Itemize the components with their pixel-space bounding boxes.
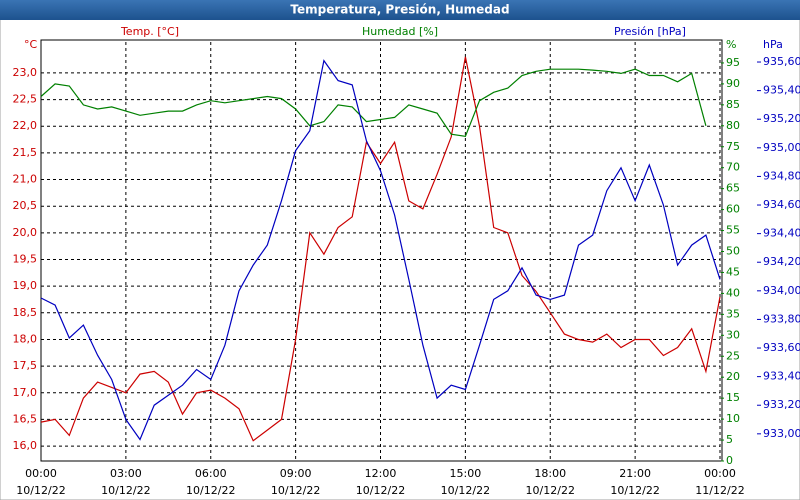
y3-tick-label: 934,80	[763, 169, 800, 182]
y-tick-label: 16,0	[13, 439, 38, 452]
plot-area	[40, 39, 723, 462]
x-tick-date: 10/12/22	[101, 484, 150, 497]
y3-tick-label: 934,40	[763, 227, 800, 240]
y3-tick-label: 933,80	[763, 312, 800, 325]
y3-tick-label: 933,60	[763, 341, 800, 354]
x-tick-label: 09:00	[280, 467, 312, 480]
y-tick-label: 20,5	[13, 199, 38, 212]
y-tick-label: 18,5	[13, 306, 38, 319]
legend-entry: Humedad [%]	[362, 25, 438, 38]
y-tick-label: 19,5	[13, 252, 38, 265]
x-tick-label: 00:00	[704, 467, 736, 480]
y-unit: °C	[24, 38, 38, 51]
x-tick-label: 06:00	[195, 467, 227, 480]
y2-tick-label: 30	[726, 328, 740, 341]
y3-tick-label: 935,60	[763, 55, 800, 68]
x-tick-date: 10/12/22	[526, 484, 575, 497]
y3-tick-label: 934,60	[763, 198, 800, 211]
y-tick-label: 18,0	[13, 332, 38, 345]
x-tick-date: 10/12/22	[16, 484, 65, 497]
x-tick-label: 21:00	[619, 467, 651, 480]
y2-tick-label: 90	[726, 77, 740, 90]
y-tick-label: 22,5	[13, 93, 38, 106]
x-tick-date: 10/12/22	[441, 484, 490, 497]
title-bar	[0, 0, 800, 20]
y2-tick-label: 65	[726, 182, 740, 195]
y-tick-label: 17,0	[13, 386, 38, 399]
y3-tick-label: 935,00	[763, 141, 800, 154]
y2-tick-label: 95	[726, 56, 740, 69]
y2-tick-label: 5	[726, 433, 733, 446]
y-tick-label: 16,5	[13, 412, 38, 425]
y2-tick-label: 35	[726, 307, 740, 320]
y2-unit: %	[726, 38, 736, 51]
y-tick-label: 17,5	[13, 359, 38, 372]
y2-tick-label: 25	[726, 349, 740, 362]
y2-tick-label: 15	[726, 391, 740, 404]
x-tick-date: 10/12/22	[271, 484, 320, 497]
y2-tick-label: 40	[726, 286, 740, 299]
y-tick-label: 21,5	[13, 146, 38, 159]
y2-tick-label: 80	[726, 119, 740, 132]
x-tick-label: 15:00	[450, 467, 482, 480]
y3-tick-label: 933,00	[763, 427, 800, 440]
y3-tick-label: 935,20	[763, 112, 800, 125]
y2-tick-label: 75	[726, 140, 740, 153]
y-tick-label: 19,0	[13, 279, 38, 292]
x-tick-label: 12:00	[365, 467, 397, 480]
y3-tick-label: 933,20	[763, 398, 800, 411]
x-tick-date: 10/12/22	[356, 484, 405, 497]
y2-tick-label: 70	[726, 161, 740, 174]
y2-tick-label: 50	[726, 245, 740, 258]
series-line	[40, 59, 721, 441]
legend-entry: Temp. [°C]	[120, 25, 179, 38]
y-tick-label: 22,0	[13, 119, 38, 132]
y-tick-label: 21,0	[13, 173, 38, 186]
x-tick-label: 00:00	[25, 467, 57, 480]
y2-tick-label: 20	[726, 370, 740, 383]
series-line	[40, 56, 721, 442]
chart-title: Temperatura, Presión, Humedad	[290, 3, 509, 17]
y-tick-label: 23,0	[13, 66, 38, 79]
y2-tick-label: 60	[726, 203, 740, 216]
x-tick-date: 11/12/22	[695, 484, 744, 497]
y3-unit: hPa	[763, 38, 783, 51]
y3-tick-label: 934,20	[763, 255, 800, 268]
y2-tick-label: 55	[726, 224, 740, 237]
y2-tick-label: 45	[726, 265, 740, 278]
y3-tick-label: 934,00	[763, 284, 800, 297]
y-tick-label: 20,0	[13, 226, 38, 239]
y2-tick-label: 85	[726, 98, 740, 111]
legend-entry: Presión [hPa]	[614, 25, 686, 38]
x-tick-date: 10/12/22	[610, 484, 659, 497]
y2-tick-label: 0	[726, 454, 733, 467]
y3-tick-label: 933,40	[763, 370, 800, 383]
y3-tick-label: 935,40	[763, 84, 800, 97]
series-line	[40, 68, 707, 137]
x-tick-label: 18:00	[534, 467, 566, 480]
y2-tick-label: 10	[726, 412, 740, 425]
x-tick-label: 03:00	[110, 467, 142, 480]
x-tick-date: 10/12/22	[186, 484, 235, 497]
